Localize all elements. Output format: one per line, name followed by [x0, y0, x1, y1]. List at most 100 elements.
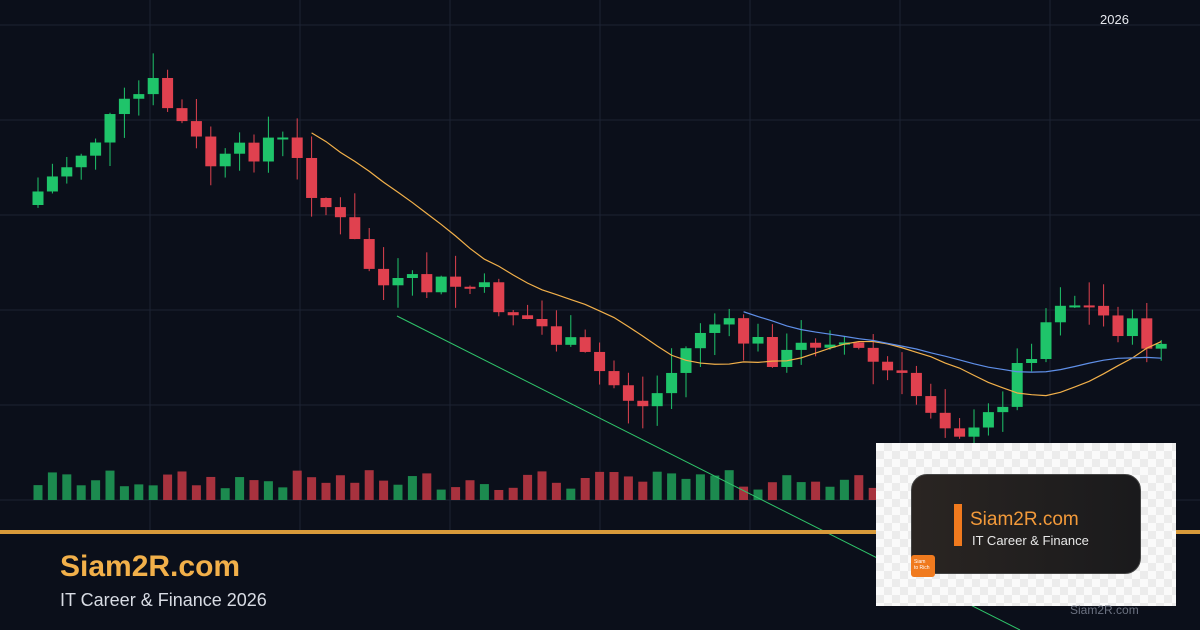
candle-body	[622, 385, 634, 401]
candle-body	[478, 282, 490, 288]
volume-bar	[595, 471, 605, 500]
candle-body	[32, 191, 44, 205]
volume-bar	[220, 488, 230, 500]
candle-body	[118, 98, 130, 115]
volume-bar	[407, 476, 417, 500]
volume-bar	[551, 482, 561, 500]
candle-body	[752, 337, 764, 344]
candle-body	[522, 315, 534, 319]
candle-body	[464, 286, 476, 289]
candle-body	[954, 428, 966, 437]
volume-bar	[364, 470, 374, 500]
candle-body	[1155, 343, 1167, 349]
volume-bar	[76, 485, 86, 500]
candle-body	[1040, 322, 1052, 360]
candle-body	[507, 312, 519, 316]
volume-bar	[580, 477, 590, 500]
candle-body	[435, 276, 447, 293]
volume-bar	[436, 489, 446, 500]
candle-body	[90, 142, 102, 156]
card-subtitle: IT Career & Finance	[972, 533, 1089, 548]
volume-bar	[134, 484, 144, 500]
candle-body	[104, 114, 116, 143]
candle-body	[421, 274, 433, 293]
candle-body	[147, 77, 159, 95]
volume-bar	[278, 487, 288, 500]
volume-bar	[724, 470, 734, 500]
candle-body	[910, 372, 922, 397]
candle-body	[882, 361, 894, 371]
volume-bar	[451, 487, 461, 500]
volume-bar	[710, 475, 720, 500]
volume-bar	[868, 487, 878, 500]
candle-body	[205, 136, 217, 167]
volume-bar	[825, 486, 835, 500]
candle-body	[190, 121, 202, 137]
year-label: 2026	[1100, 12, 1129, 27]
volume-bar	[335, 475, 345, 500]
volume-bar	[537, 471, 547, 500]
candle-body	[1011, 363, 1023, 407]
candle-body	[334, 207, 346, 218]
candle-body	[853, 342, 865, 348]
volume-bar	[307, 477, 317, 500]
candle-body	[896, 370, 908, 373]
logo: Siam to Rich	[911, 555, 935, 577]
candle-body	[61, 167, 73, 177]
candle-body	[666, 372, 678, 394]
volume-bar	[163, 474, 173, 500]
candle-body	[766, 337, 778, 367]
candle-body	[1126, 318, 1138, 337]
volume-bar	[465, 480, 475, 500]
volume-bar	[796, 482, 806, 500]
candle-body	[248, 142, 260, 162]
candle-body	[392, 278, 404, 286]
volume-bar	[292, 470, 302, 500]
candle-body	[968, 427, 980, 437]
candle-body	[694, 332, 706, 349]
moving-average	[311, 132, 1162, 397]
candle-body	[291, 137, 303, 158]
candle-body	[1054, 305, 1066, 323]
watermark: Siam2R.com	[1070, 603, 1139, 617]
volume-bar	[811, 481, 821, 500]
candle-body	[536, 318, 548, 327]
candle-body	[982, 412, 994, 428]
candle-body	[262, 137, 274, 162]
candle-body	[363, 239, 375, 269]
candle-body	[997, 406, 1009, 413]
candle-body	[234, 142, 246, 154]
volume-bar	[494, 489, 504, 500]
candle-body	[162, 77, 174, 109]
candle-body	[75, 155, 87, 168]
candle-body	[349, 217, 361, 240]
volume-bar	[33, 485, 43, 500]
volume-bar	[263, 481, 273, 500]
volume-bar	[753, 489, 763, 500]
candle-body	[306, 157, 318, 198]
volume-bar	[393, 484, 403, 500]
volume-bar	[91, 480, 101, 500]
volume-bar	[379, 480, 389, 500]
volume-bar	[422, 473, 432, 500]
candle-body	[608, 371, 620, 386]
volume-bar	[321, 482, 331, 500]
candle-body	[781, 349, 793, 367]
volume-bar	[105, 470, 115, 500]
volume-bar	[523, 474, 533, 500]
candle-body	[450, 276, 462, 287]
candle-body	[939, 412, 951, 429]
volume-bar	[191, 485, 201, 500]
candle-body	[709, 324, 721, 333]
volume-bar	[206, 476, 216, 500]
candle-body	[1069, 305, 1081, 308]
brand-subtitle: IT Career & Finance 2026	[60, 590, 267, 610]
candle-body	[46, 176, 58, 192]
candle-body	[1141, 318, 1153, 349]
card: Siam2R.com IT Career & Finance	[911, 474, 1141, 574]
volume-bar	[623, 476, 633, 500]
volume-bar	[62, 474, 72, 500]
logo-text: to Rich	[914, 565, 930, 571]
candle-body	[824, 344, 836, 348]
